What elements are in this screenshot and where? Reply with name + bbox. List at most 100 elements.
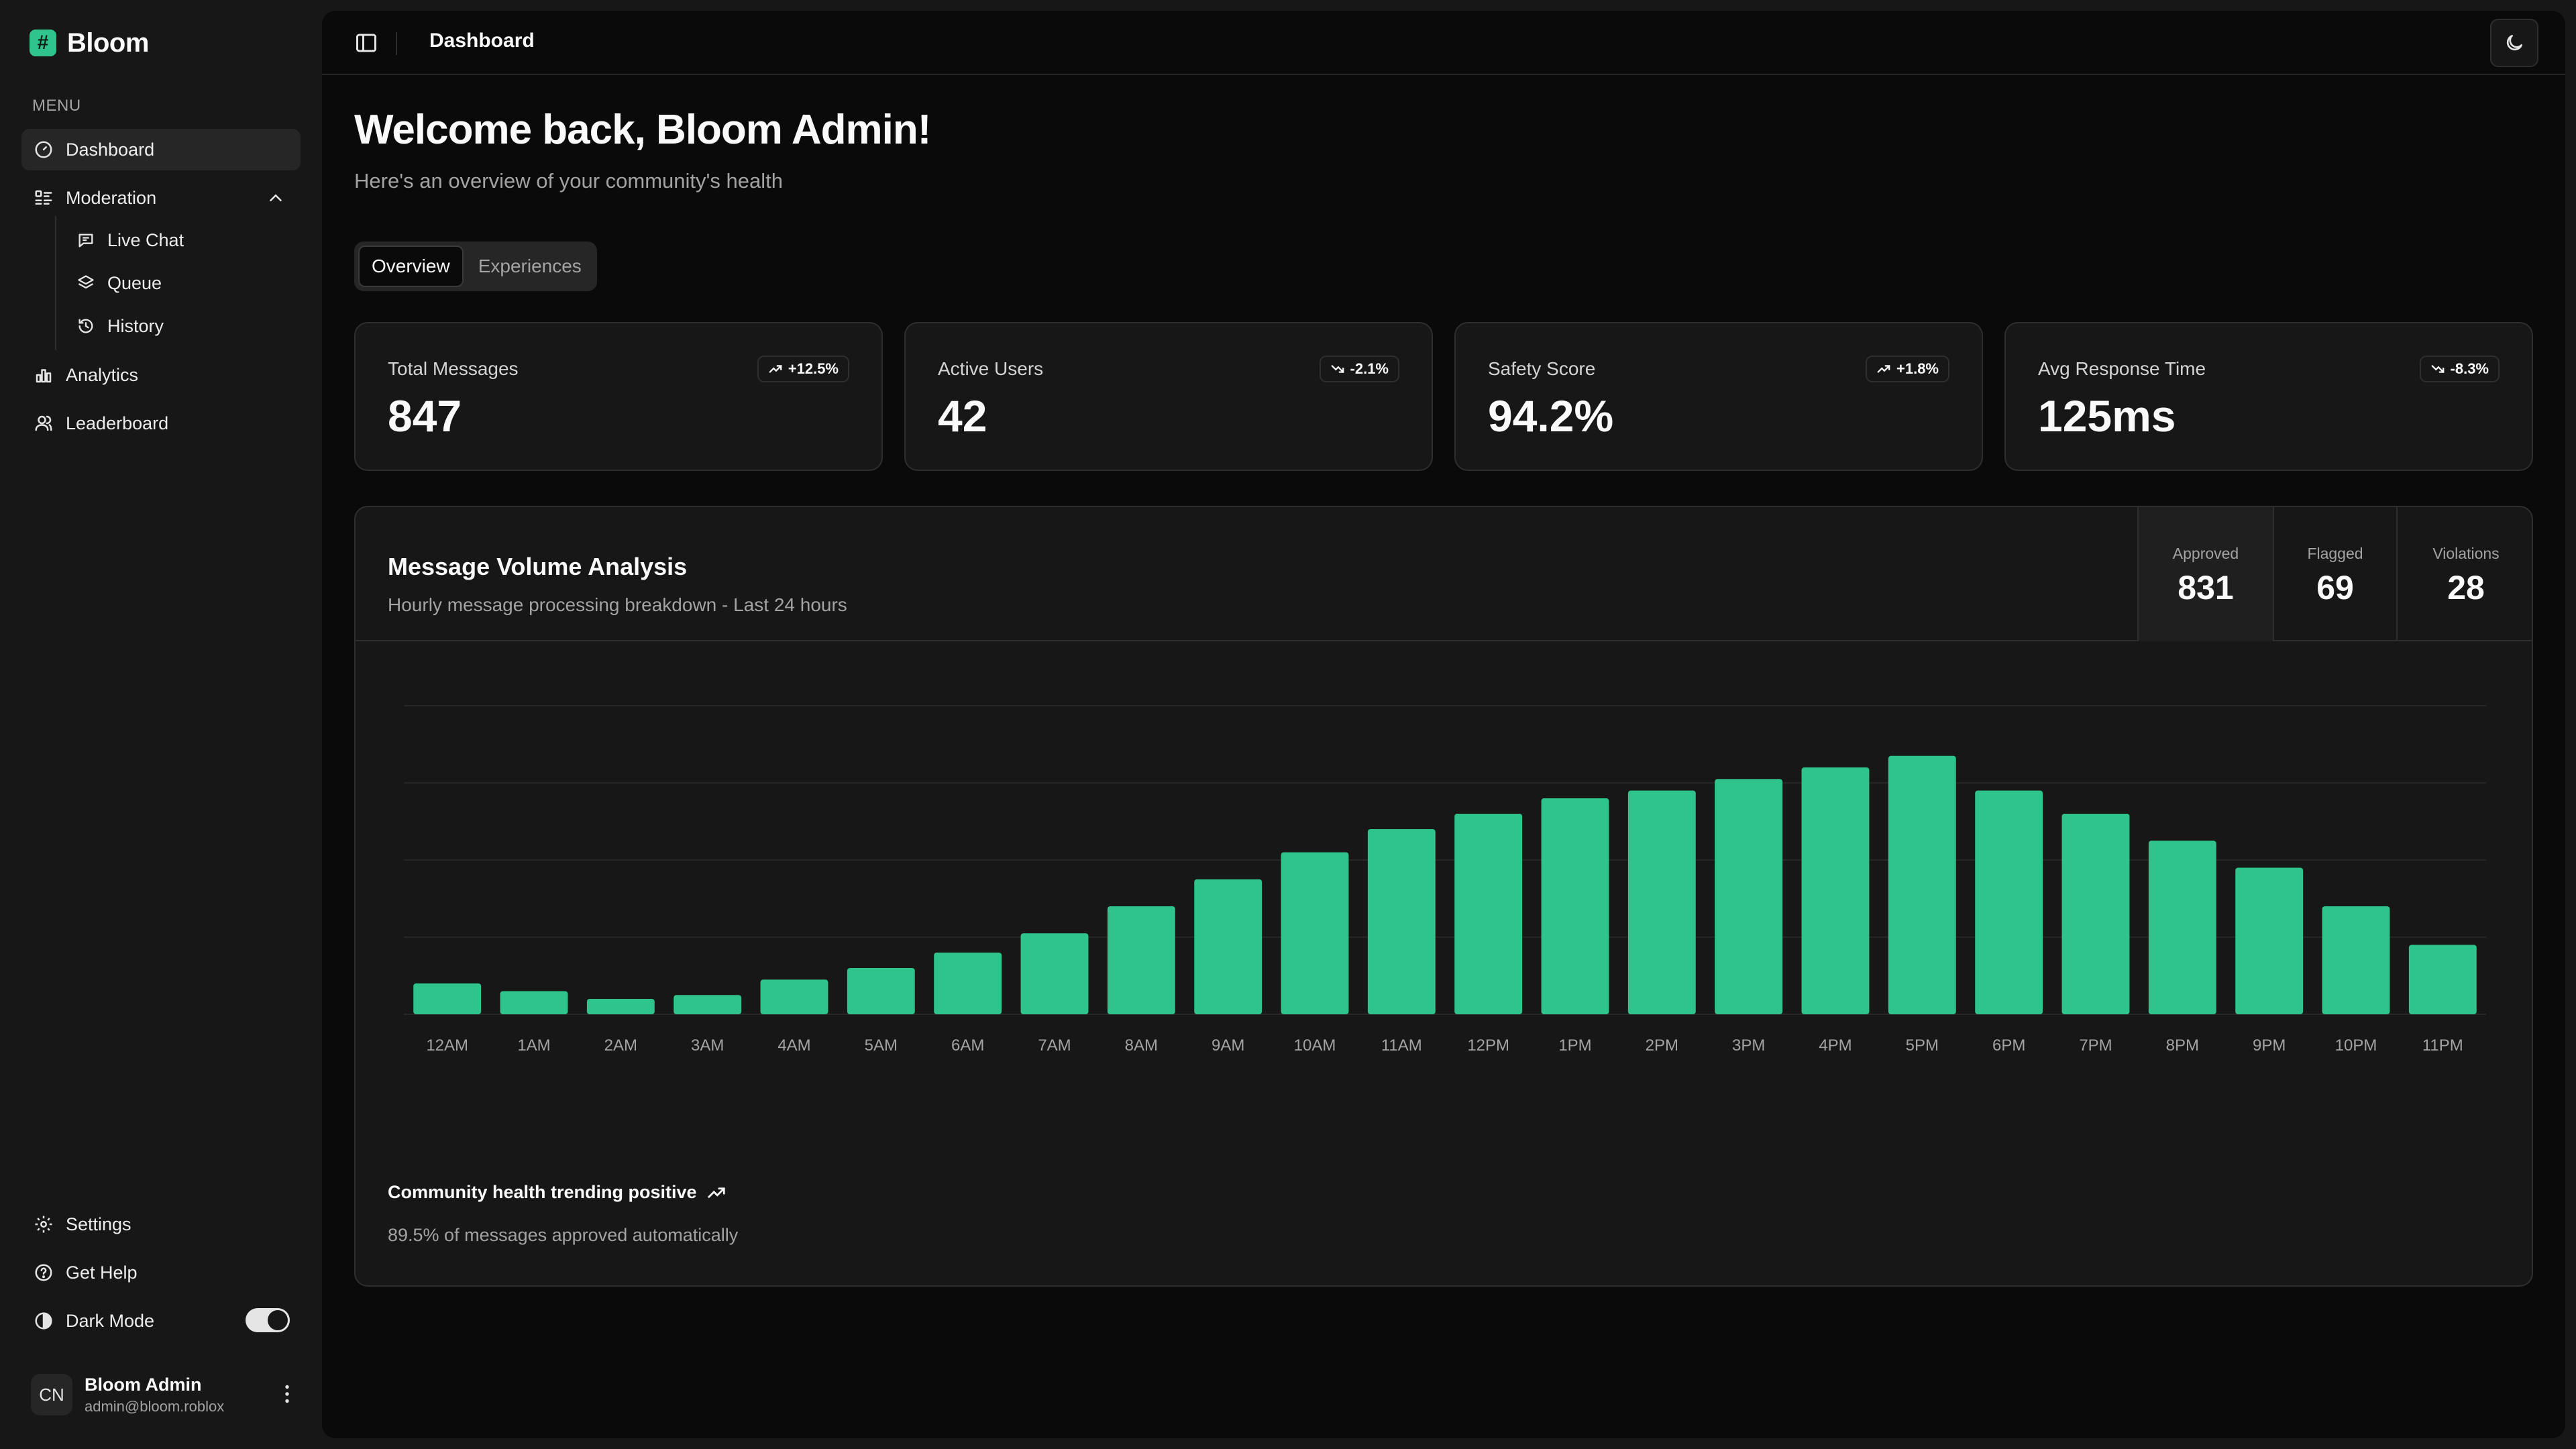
bar-4AM[interactable] [760, 979, 828, 1014]
bar-5PM[interactable] [1888, 755, 1956, 1014]
bar-6AM[interactable] [934, 953, 1002, 1014]
footer-title-text: Community health trending positive [388, 1182, 697, 1202]
x-tick-label: 2AM [604, 1036, 637, 1055]
x-tick-label: 1PM [1558, 1036, 1591, 1055]
sidebar-item-analytics[interactable]: Analytics [21, 354, 301, 396]
metric-value: 125ms [2038, 391, 2176, 441]
x-tick-label: 5PM [1906, 1036, 1939, 1055]
chevron-up-icon[interactable] [266, 188, 286, 208]
sidebar-item-queue[interactable]: Queue [66, 264, 294, 302]
x-tick-label: 6PM [1992, 1036, 2025, 1055]
bar-9PM[interactable] [2235, 867, 2304, 1015]
stat-value: 28 [2447, 569, 2485, 606]
bar-4PM[interactable] [1801, 767, 1870, 1014]
x-tick-label: 12PM [1467, 1036, 1509, 1055]
sidebar-toggle-icon[interactable] [354, 31, 378, 55]
list-icon [35, 190, 52, 205]
sidebar-item-dashboard[interactable]: Dashboard [21, 129, 301, 170]
bar-3PM[interactable] [1715, 779, 1783, 1014]
bar-12AM[interactable] [413, 983, 482, 1014]
bar-2AM[interactable] [586, 999, 655, 1014]
sidebar-item-dark-mode: Dark Mode [21, 1300, 236, 1342]
trend-down-icon [2431, 365, 2444, 373]
user-email: admin@bloom.roblox [85, 1397, 225, 1415]
sidebar-item-history[interactable]: History [66, 307, 294, 345]
chart-title: Message Volume Analysis [388, 553, 688, 580]
x-tick-label: 10AM [1294, 1036, 1336, 1055]
sidebar-item-label: Get Help [66, 1262, 138, 1283]
x-tick-label: 1AM [517, 1036, 550, 1055]
x-tick-label: 2PM [1646, 1036, 1678, 1055]
sidebar-item-get-help[interactable]: Get Help [21, 1252, 301, 1293]
metric-label: Total Messages [388, 358, 519, 379]
dark-mode-toggle[interactable] [246, 1308, 290, 1332]
stat-label: Approved [2172, 545, 2239, 562]
bar-11AM[interactable] [1367, 829, 1436, 1014]
bar-5AM[interactable] [847, 968, 915, 1014]
bar-9AM[interactable] [1194, 879, 1263, 1014]
sidebar-item-label: Analytics [66, 364, 139, 385]
welcome-heading: Welcome back, Bloom Admin! [354, 107, 931, 153]
metric-change-badge: -8.3% [2419, 356, 2500, 382]
bar-2PM[interactable] [1627, 790, 1696, 1015]
avatar: CN [31, 1374, 72, 1415]
bar-3AM[interactable] [674, 995, 742, 1014]
page-title: Dashboard [429, 30, 535, 52]
help-icon [35, 1264, 52, 1281]
stat-approved[interactable]: Approved 831 [2137, 507, 2273, 641]
stat-label: Violations [2432, 545, 2500, 562]
x-tick-label: 3PM [1732, 1036, 1765, 1055]
sidebar-item-label: Live Chat [107, 229, 184, 250]
x-tick-label: 11PM [2422, 1036, 2463, 1055]
toggle-knob [268, 1310, 288, 1330]
bar-7AM[interactable] [1020, 933, 1089, 1014]
x-tick-label: 3AM [691, 1036, 724, 1055]
x-tick-label: 11AM [1381, 1036, 1422, 1055]
metric-card-avg-response-time: Avg Response Time 125ms -8.3% [2004, 322, 2533, 471]
topbar: Dashboard [322, 11, 2565, 75]
metric-change-badge: +12.5% [757, 356, 849, 382]
bar-11PM[interactable] [2408, 945, 2477, 1015]
metric-change: -8.3% [2450, 360, 2489, 377]
chart-footer-subtitle: 89.5% of messages approved automatically [388, 1225, 739, 1245]
brand[interactable]: # Bloom [30, 27, 149, 59]
moon-icon [2506, 35, 2522, 51]
sidebar-item-leaderboard[interactable]: Leaderboard [21, 402, 301, 444]
bar-6PM[interactable] [1975, 790, 2043, 1015]
main-panel: Dashboard Welcome back, Bloom Admin! Her… [322, 11, 2565, 1438]
message-icon [78, 233, 93, 248]
contrast-icon [35, 1312, 52, 1330]
divider [396, 32, 397, 55]
stat-value: 831 [2178, 569, 2234, 606]
bar-7PM[interactable] [2061, 814, 2130, 1014]
bar-1AM[interactable] [500, 991, 568, 1015]
x-tick-label: 4AM [777, 1036, 810, 1055]
metric-card-total-messages: Total Messages 847 +12.5% [354, 322, 883, 471]
metric-change: -2.1% [1350, 360, 1389, 377]
metric-label: Avg Response Time [2038, 358, 2206, 379]
gauge-icon [35, 141, 52, 158]
bar-10PM[interactable] [2322, 906, 2390, 1014]
sidebar-item-moderation[interactable]: Moderation [21, 177, 301, 219]
x-tick-label: 4PM [1819, 1036, 1851, 1055]
stat-violations[interactable]: Violations 28 [2396, 507, 2532, 641]
metric-value: 42 [938, 391, 987, 441]
trend-up-icon [769, 365, 782, 373]
tab-experiences[interactable]: Experiences [478, 256, 582, 276]
bar-8PM[interactable] [2148, 841, 2216, 1014]
bar-10AM[interactable] [1281, 852, 1349, 1015]
bar-12PM[interactable] [1454, 814, 1523, 1014]
bar-8AM[interactable] [1107, 906, 1175, 1014]
more-vertical-icon[interactable] [275, 1382, 299, 1406]
user-profile[interactable]: CN Bloom Admin admin@bloom.roblox [31, 1373, 299, 1417]
stat-flagged[interactable]: Flagged 69 [2273, 507, 2396, 641]
sidebar-item-label: Settings [66, 1214, 131, 1234]
metric-value: 94.2% [1488, 391, 1614, 441]
layers-icon [78, 275, 94, 289]
trend-down-icon [1331, 365, 1344, 373]
sidebar-item-live-chat[interactable]: Live Chat [66, 221, 294, 259]
bar-1PM[interactable] [1541, 798, 1609, 1014]
tab-overview[interactable]: Overview [358, 246, 464, 287]
sidebar-item-settings[interactable]: Settings [21, 1203, 301, 1245]
theme-toggle-button[interactable] [2490, 19, 2538, 67]
